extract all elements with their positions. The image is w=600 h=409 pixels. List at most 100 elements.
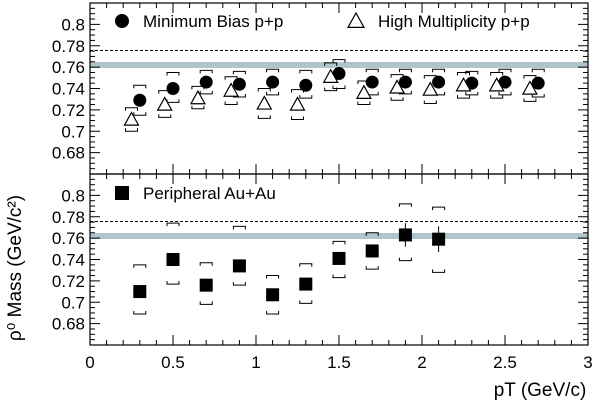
data-point-triangle	[289, 96, 306, 111]
y-tick-label: 0.76	[52, 229, 85, 248]
sys-bracket-lower	[199, 301, 213, 305]
x-tick-label: 2	[417, 353, 426, 372]
data-point-triangle	[322, 68, 339, 83]
sys-bracket-lower	[232, 282, 246, 286]
sys-bracket-upper	[257, 88, 271, 92]
sys-bracket-lower	[133, 311, 147, 315]
data-point-circle	[199, 75, 213, 89]
sys-bracket-upper	[531, 68, 545, 73]
data-point-circle	[133, 93, 147, 107]
sys-bracket-upper	[490, 71, 504, 76]
sys-bracket-upper	[357, 80, 371, 85]
sys-bracket-lower	[166, 99, 180, 103]
x-tick-label: 0	[85, 353, 94, 372]
sys-bracket-upper	[232, 70, 246, 75]
sys-bracket-lower	[125, 128, 138, 132]
sys-bracket-upper	[432, 206, 446, 211]
legend-marker-square	[115, 186, 129, 200]
data-point-square	[332, 251, 346, 265]
data-point-triangle	[488, 77, 505, 92]
data-point-square	[398, 228, 412, 242]
data-point-square	[133, 285, 147, 299]
y-tick-label: 0.7	[61, 122, 85, 141]
data-point-triangle	[256, 95, 273, 110]
sys-bracket-lower	[398, 257, 412, 262]
sys-bracket-lower	[266, 91, 280, 96]
sys-bracket-upper	[224, 76, 238, 80]
sys-bracket-upper	[232, 225, 246, 230]
sys-bracket-upper	[457, 71, 470, 76]
sys-bracket-upper	[423, 75, 437, 79]
y-tick-label: 0.8	[61, 186, 85, 205]
y-tick-label: 0.8	[61, 15, 85, 34]
data-point-circle	[531, 76, 545, 90]
sys-bracket-lower	[166, 281, 180, 285]
sys-bracket-upper	[199, 69, 213, 74]
sys-bracket-lower	[299, 300, 313, 304]
sys-bracket-upper	[166, 222, 180, 227]
y-tick-label: 0.72	[52, 101, 85, 120]
sys-bracket-lower	[257, 115, 271, 119]
sys-bracket-upper	[199, 262, 213, 266]
y-tick-label: 0.74	[52, 80, 85, 99]
sys-bracket-upper	[133, 264, 147, 268]
sys-bracket-lower	[390, 97, 404, 101]
sys-bracket-lower	[457, 95, 470, 99]
data-point-circle	[398, 75, 412, 89]
sys-bracket-upper	[125, 107, 138, 111]
y-tick-label: 0.72	[52, 272, 85, 291]
data-point-square	[166, 253, 180, 266]
data-point-triangle	[455, 77, 472, 92]
sys-bracket-upper	[365, 68, 379, 73]
x-tick-label: 2.5	[493, 353, 517, 372]
sys-bracket-lower	[299, 95, 313, 99]
y-tick-label: 0.78	[52, 208, 85, 227]
data-point-circle	[432, 75, 446, 89]
sys-bracket-lower	[365, 266, 379, 270]
sys-bracket-lower	[523, 98, 537, 102]
legend-label: Peripheral Au+Au	[143, 184, 276, 203]
data-point-triangle	[123, 111, 140, 126]
sys-bracket-upper	[166, 71, 180, 76]
sys-bracket-lower	[332, 85, 346, 89]
x-tick-label: 1	[251, 353, 260, 372]
sys-bracket-lower	[133, 112, 147, 116]
data-point-square	[266, 288, 280, 302]
data-point-square	[199, 278, 213, 292]
sys-bracket-upper	[523, 75, 537, 79]
legend-label: Minimum Bias p+p	[143, 12, 283, 31]
sys-bracket-lower	[531, 94, 545, 98]
sys-bracket-upper	[332, 59, 346, 63]
sys-bracket-lower	[291, 116, 304, 120]
legend-marker-circle	[115, 14, 129, 28]
x-tick-label: 1.5	[327, 353, 351, 372]
sys-bracket-upper	[332, 240, 346, 245]
data-point-square	[365, 244, 379, 258]
sys-bracket-lower	[199, 90, 213, 95]
data-point-circle	[299, 78, 313, 92]
y-axis-label: ρ⁰ Mass (GeV/c²)	[5, 195, 26, 341]
sys-bracket-upper	[158, 90, 172, 94]
sys-bracket-upper	[191, 85, 205, 90]
data-point-square	[299, 277, 313, 291]
x-tick-label: 0.5	[161, 353, 185, 372]
sys-bracket-upper	[133, 84, 147, 89]
sys-bracket-lower	[432, 269, 446, 273]
sys-bracket-lower	[191, 105, 205, 110]
data-point-triangle	[156, 96, 173, 111]
sys-bracket-upper	[299, 263, 313, 267]
data-point-square	[232, 259, 246, 273]
x-tick-label: 3	[583, 353, 592, 372]
bottom-panel: 0.68 0.7 0.72 0.74 0.76 0.78 0.8 0 0.5 1 1.5 2 2.5 3 P…	[52, 173, 593, 372]
y-tick-label: 0.76	[52, 58, 85, 77]
sys-bracket-upper	[365, 232, 379, 236]
data-point-circle	[332, 67, 346, 81]
data-point-square	[432, 232, 446, 246]
sys-bracket-upper	[299, 69, 313, 74]
legend-label: High Multiplicity p+p	[378, 12, 530, 31]
data-point-triangle	[355, 84, 372, 99]
sys-bracket-upper	[498, 68, 512, 73]
data-point-circle	[166, 82, 180, 95]
sys-bracket-lower	[357, 101, 371, 106]
top-panel: 0.68 0.7 0.72 0.74 0.76 0.78 0.8 Minimum Bias p…	[52, 2, 589, 175]
